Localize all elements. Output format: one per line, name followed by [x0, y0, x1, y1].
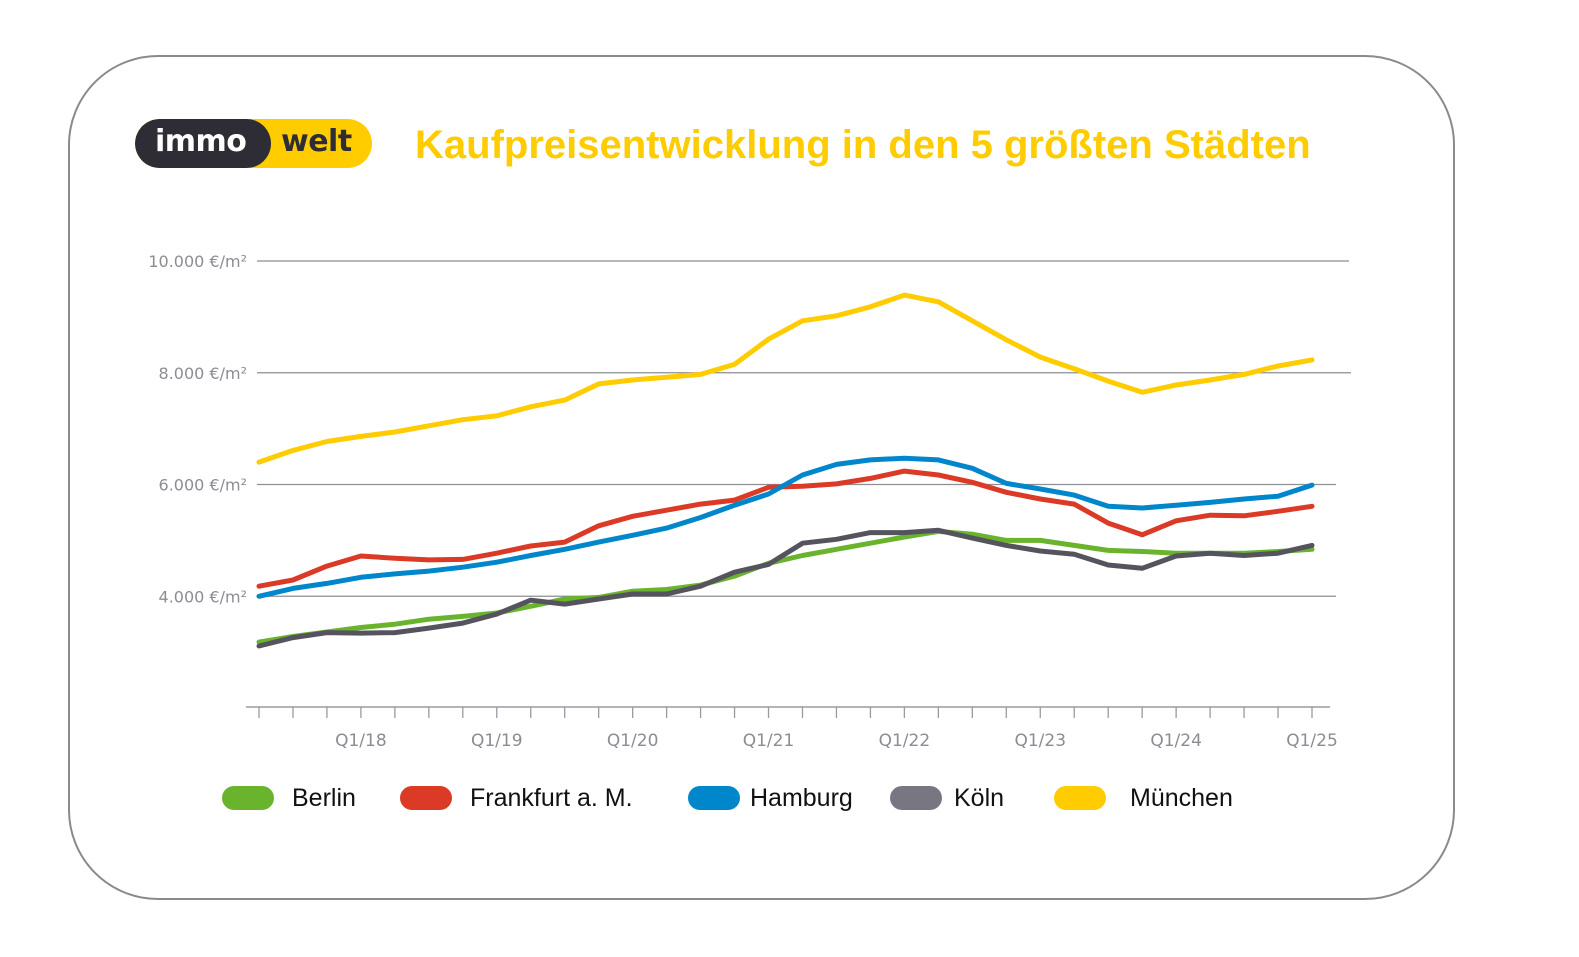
x-tick-label: Q1/25 [1286, 731, 1338, 751]
y-axis-ticks: 10.000 €/m² 8.000 €/m² 6.000 €/m² 4.000 €/m… [148, 252, 247, 606]
y-tick-label: 8.000 €/m² [159, 364, 247, 383]
legend-swatch [222, 786, 274, 810]
legend-label: Berlin [292, 783, 356, 812]
x-tick-label: Q1/20 [607, 731, 659, 751]
legend-item: München [1054, 784, 1233, 812]
legend-item: Frankfurt a. M. [400, 784, 633, 812]
legend-swatch [890, 786, 942, 810]
y-tick-label: 4.000 €/m² [159, 587, 247, 606]
x-tick-label: Q1/18 [335, 731, 387, 751]
logo-dark-pill [135, 119, 271, 168]
y-tick-label: 6.000 €/m² [159, 476, 247, 495]
chart-frame [68, 55, 1455, 900]
legend-item: Hamburg [688, 784, 853, 812]
x-tick-label: Q1/23 [1014, 731, 1066, 751]
legend-item: Köln [890, 784, 1004, 812]
x-tick-label: Q1/21 [743, 731, 795, 751]
x-tick-label: Q1/24 [1150, 731, 1202, 751]
series-line-köln [256, 527, 1315, 649]
x-tick-label: Q1/19 [471, 731, 523, 751]
chart-title: Kaufpreisentwicklung in den 5 größten St… [415, 123, 1311, 167]
y-tick-label: 10.000 €/m² [148, 252, 247, 271]
legend-swatch [1054, 786, 1106, 810]
series-lines [256, 292, 1315, 649]
series-line-berlin [256, 528, 1315, 645]
series-line-münchen [256, 292, 1315, 465]
series-line-frankfurt-a-m [256, 468, 1315, 589]
legend-label: Hamburg [750, 783, 853, 812]
logo-text-immo: immo [155, 124, 247, 159]
legend-label: Köln [954, 783, 1005, 812]
x-axis: Q1/18 Q1/19 Q1/20 Q1/21 Q1/22 Q1/23 Q1/24 Q1/25 [246, 706, 1338, 751]
x-tick-label: Q1/22 [879, 731, 931, 751]
logo-text-welt: welt [281, 124, 352, 159]
legend-swatch [400, 786, 452, 810]
legend-swatch [688, 786, 740, 810]
legend-label: Frankfurt a. M. [470, 783, 633, 812]
immowelt-logo: immo welt [135, 119, 372, 168]
series-line-hamburg [256, 455, 1315, 599]
legend-label: München [1130, 783, 1233, 812]
legend-item: Berlin [222, 784, 356, 812]
